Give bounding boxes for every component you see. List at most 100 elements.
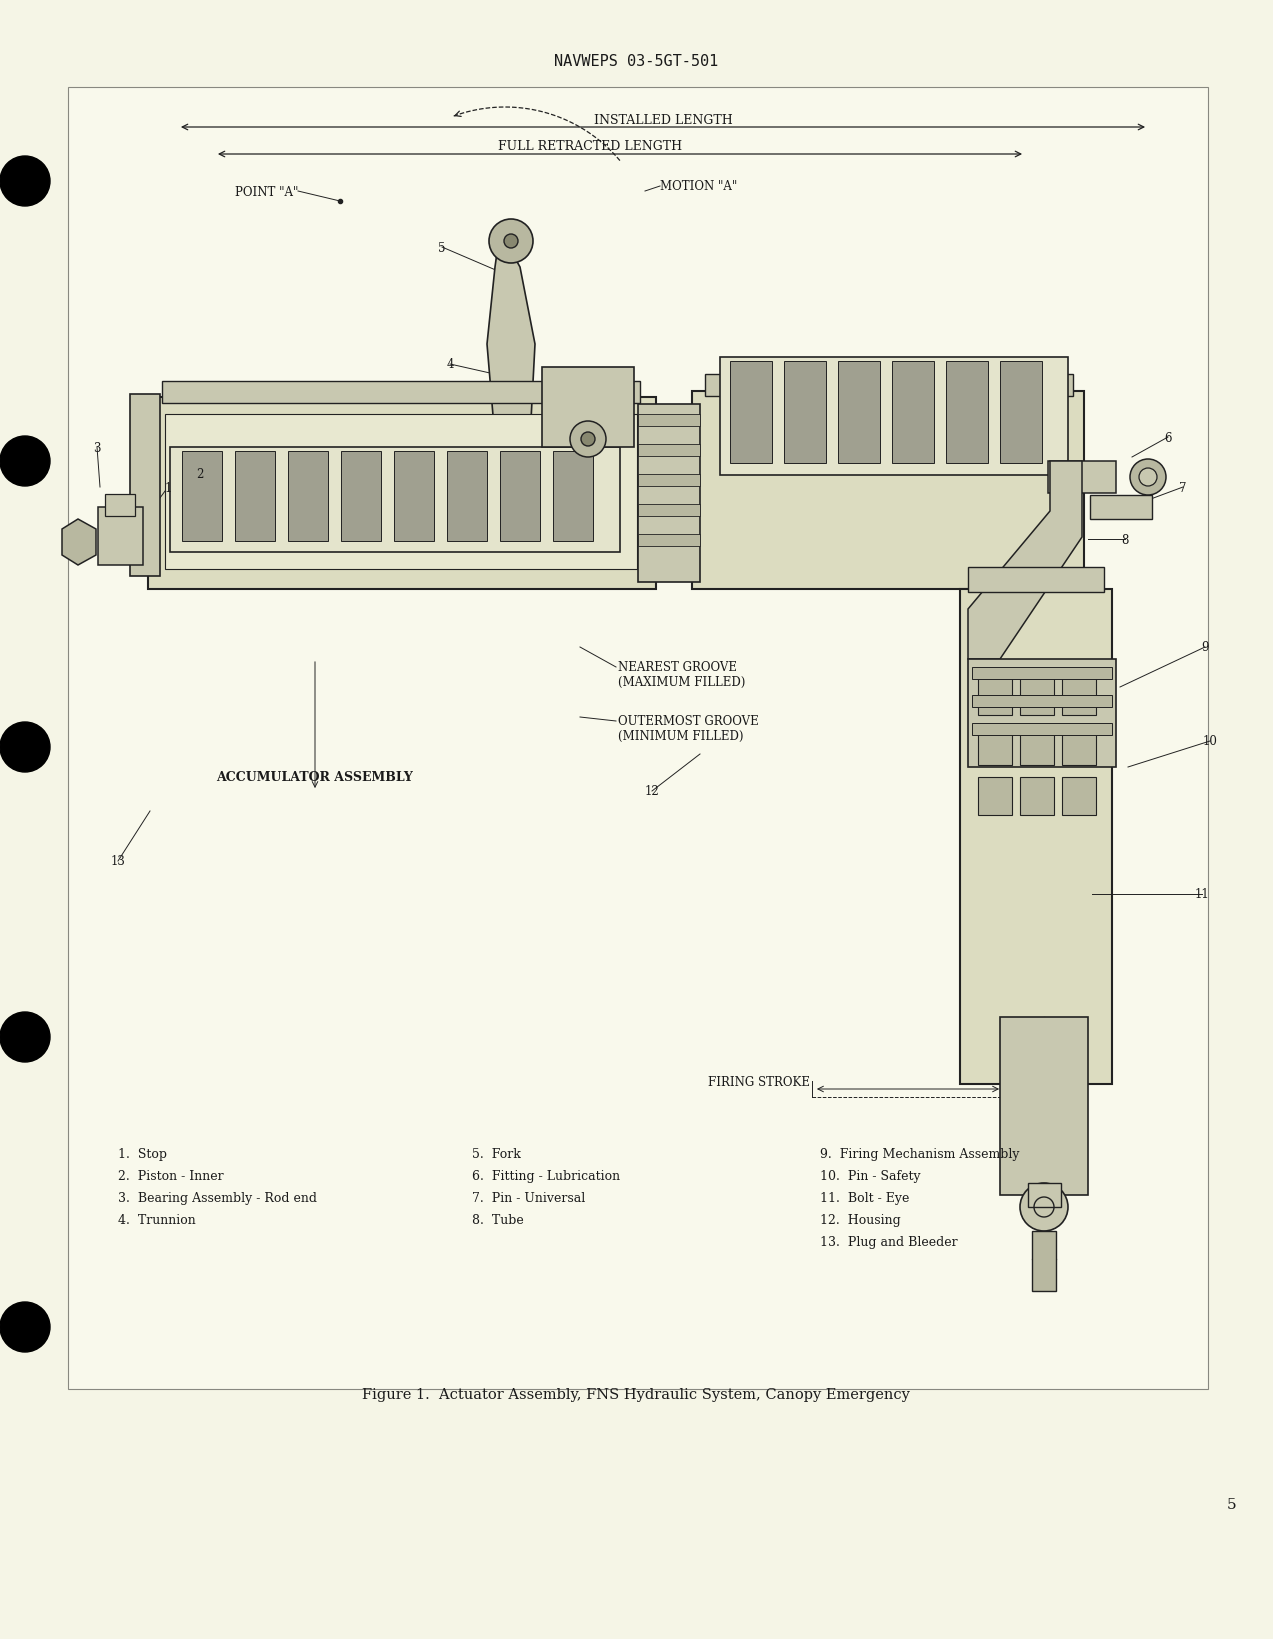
- Text: (MAXIMUM FILLED): (MAXIMUM FILLED): [617, 675, 746, 688]
- Text: 5: 5: [1227, 1496, 1237, 1511]
- Bar: [978, 728, 1012, 765]
- Bar: [542, 367, 634, 447]
- Circle shape: [0, 157, 50, 207]
- Circle shape: [489, 220, 533, 264]
- Text: ACCUMULATOR ASSEMBLY: ACCUMULATOR ASSEMBLY: [216, 770, 414, 783]
- Text: 2: 2: [196, 467, 204, 480]
- Text: 13.  Plug and Bleeder: 13. Plug and Bleeder: [820, 1236, 957, 1249]
- Circle shape: [0, 436, 50, 487]
- Bar: [98, 508, 143, 565]
- Bar: [1029, 1183, 1060, 1208]
- Text: 5: 5: [438, 241, 446, 254]
- Bar: [182, 452, 222, 541]
- Bar: [1020, 728, 1054, 765]
- Bar: [165, 415, 636, 570]
- Bar: [729, 362, 771, 464]
- Bar: [967, 567, 1104, 593]
- Text: NAVWEPS 03-5GT-501: NAVWEPS 03-5GT-501: [554, 54, 718, 69]
- Text: 11: 11: [1194, 888, 1209, 901]
- Text: INSTALLED LENGTH: INSTALLED LENGTH: [593, 113, 732, 126]
- Circle shape: [1130, 459, 1166, 495]
- Bar: [1048, 462, 1116, 493]
- Text: 7: 7: [1179, 482, 1186, 495]
- Bar: [288, 452, 328, 541]
- Bar: [967, 659, 1116, 767]
- Bar: [838, 362, 880, 464]
- Text: 5.  Fork: 5. Fork: [472, 1147, 521, 1160]
- Polygon shape: [62, 520, 95, 565]
- Bar: [162, 382, 640, 403]
- Bar: [705, 375, 1073, 397]
- Polygon shape: [488, 231, 535, 447]
- Bar: [784, 362, 826, 464]
- Circle shape: [0, 723, 50, 772]
- Text: 6.  Fitting - Lubrication: 6. Fitting - Lubrication: [472, 1170, 620, 1183]
- Bar: [1090, 495, 1152, 520]
- Circle shape: [570, 421, 606, 457]
- Bar: [104, 495, 135, 516]
- Text: 7.  Pin - Universal: 7. Pin - Universal: [472, 1192, 586, 1205]
- Bar: [973, 667, 1113, 680]
- Text: 2.  Piston - Inner: 2. Piston - Inner: [118, 1170, 224, 1183]
- Text: 4.  Trunnion: 4. Trunnion: [118, 1214, 196, 1226]
- Bar: [721, 357, 1068, 475]
- Text: 12: 12: [644, 785, 659, 798]
- Bar: [973, 723, 1113, 736]
- Bar: [67, 89, 1208, 1390]
- Text: MOTION "A": MOTION "A": [659, 180, 737, 193]
- Bar: [638, 415, 700, 426]
- Text: 8: 8: [1122, 533, 1129, 546]
- Text: 1.  Stop: 1. Stop: [118, 1147, 167, 1160]
- Text: 11.  Bolt - Eye: 11. Bolt - Eye: [820, 1192, 909, 1205]
- Bar: [693, 392, 1085, 590]
- Bar: [1062, 777, 1096, 816]
- Bar: [1062, 677, 1096, 716]
- Text: 4: 4: [447, 359, 453, 372]
- Text: FIRING STROKE: FIRING STROKE: [708, 1075, 810, 1088]
- Bar: [960, 590, 1113, 1085]
- Bar: [236, 452, 275, 541]
- Text: 6: 6: [1165, 431, 1171, 444]
- Circle shape: [1020, 1183, 1068, 1231]
- Text: 3: 3: [93, 441, 101, 454]
- Text: 9: 9: [1202, 641, 1209, 654]
- Circle shape: [504, 234, 518, 249]
- Bar: [1020, 677, 1054, 716]
- Text: 1: 1: [164, 482, 172, 495]
- Circle shape: [0, 1013, 50, 1062]
- Bar: [502, 439, 530, 539]
- Bar: [946, 362, 988, 464]
- Text: 9.  Firing Mechanism Assembly: 9. Firing Mechanism Assembly: [820, 1147, 1020, 1160]
- Bar: [638, 405, 700, 582]
- Text: Figure 1.  Actuator Assembly, FNS Hydraulic System, Canopy Emergency: Figure 1. Actuator Assembly, FNS Hydraul…: [362, 1387, 910, 1401]
- Text: NEAREST GROOVE: NEAREST GROOVE: [617, 661, 737, 674]
- Text: FULL RETRACTED LENGTH: FULL RETRACTED LENGTH: [498, 141, 682, 154]
- Bar: [1062, 728, 1096, 765]
- Bar: [395, 452, 434, 541]
- Text: 12.  Housing: 12. Housing: [820, 1214, 901, 1226]
- Text: 8.  Tube: 8. Tube: [472, 1214, 523, 1226]
- Bar: [1001, 1018, 1088, 1195]
- Text: POINT "A": POINT "A": [234, 185, 298, 198]
- Text: (MINIMUM FILLED): (MINIMUM FILLED): [617, 729, 743, 742]
- Bar: [638, 444, 700, 457]
- Bar: [1020, 777, 1054, 816]
- Bar: [892, 362, 934, 464]
- Bar: [638, 475, 700, 487]
- Circle shape: [1139, 469, 1157, 487]
- Text: 10.  Pin - Safety: 10. Pin - Safety: [820, 1170, 920, 1183]
- Bar: [1032, 1231, 1057, 1292]
- Bar: [973, 695, 1113, 708]
- Bar: [978, 777, 1012, 816]
- Bar: [130, 395, 160, 577]
- Bar: [552, 452, 593, 541]
- Bar: [171, 447, 620, 552]
- Circle shape: [580, 433, 594, 447]
- Bar: [148, 398, 656, 590]
- Text: 3.  Bearing Assembly - Rod end: 3. Bearing Assembly - Rod end: [118, 1192, 317, 1205]
- Bar: [638, 505, 700, 516]
- Bar: [500, 452, 540, 541]
- Text: 10: 10: [1203, 734, 1217, 747]
- Bar: [978, 677, 1012, 716]
- Bar: [447, 452, 488, 541]
